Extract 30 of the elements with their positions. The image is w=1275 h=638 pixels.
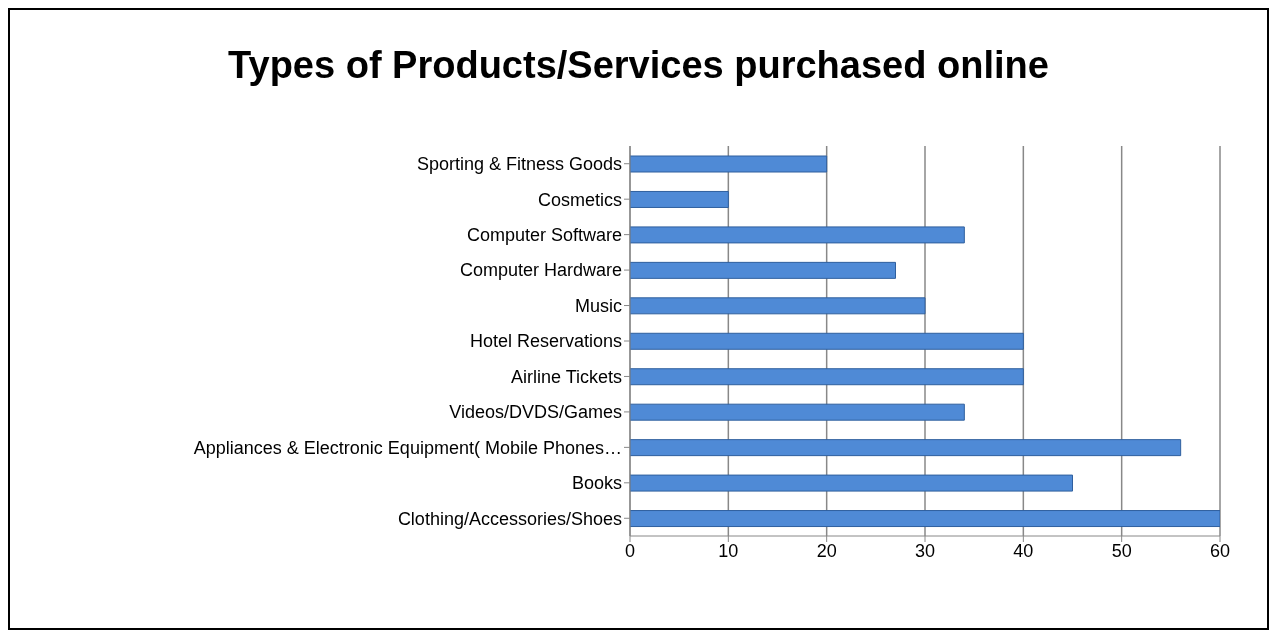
y-tick-label: Sporting & Fitness Goods — [416, 154, 622, 175]
bar — [630, 261, 896, 279]
chart-title: Types of Products/Services purchased online — [227, 43, 1050, 86]
y-tick-label: Music — [574, 295, 622, 316]
y-tick-label: Cosmetics — [537, 189, 622, 210]
bar — [630, 297, 926, 315]
x-tick-label: 20 — [816, 540, 837, 561]
bar — [630, 439, 1182, 457]
bar — [630, 474, 1073, 492]
bar — [630, 332, 1024, 350]
x-tick-label: 60 — [1209, 540, 1231, 561]
y-tick-label: Airline Tickets — [510, 366, 622, 387]
bar — [630, 510, 1220, 528]
x-tick-label: 30 — [914, 540, 936, 561]
bar — [630, 403, 965, 421]
bar — [630, 226, 965, 244]
x-tick-label: 0 — [624, 540, 636, 561]
x-tick-label: 10 — [718, 540, 739, 561]
x-tick-label: 40 — [1013, 540, 1034, 561]
y-tick-label: Computer Hardware — [459, 260, 622, 281]
y-tick-label: Hotel Reservations — [469, 331, 622, 352]
bar — [630, 368, 1024, 386]
y-tick-label: Videos/DVDS/Games — [449, 402, 622, 423]
x-tick-label: 50 — [1111, 540, 1132, 561]
y-tick-label: Appliances & Electronic Equipment( Mobile Phones… — [193, 437, 622, 458]
bar — [630, 155, 828, 173]
y-tick-label: Books — [571, 473, 622, 494]
y-tick-label: Computer Software — [466, 225, 622, 246]
bar — [630, 190, 729, 208]
y-tick-label: Clothing/Accessories/Shoes — [397, 508, 622, 529]
